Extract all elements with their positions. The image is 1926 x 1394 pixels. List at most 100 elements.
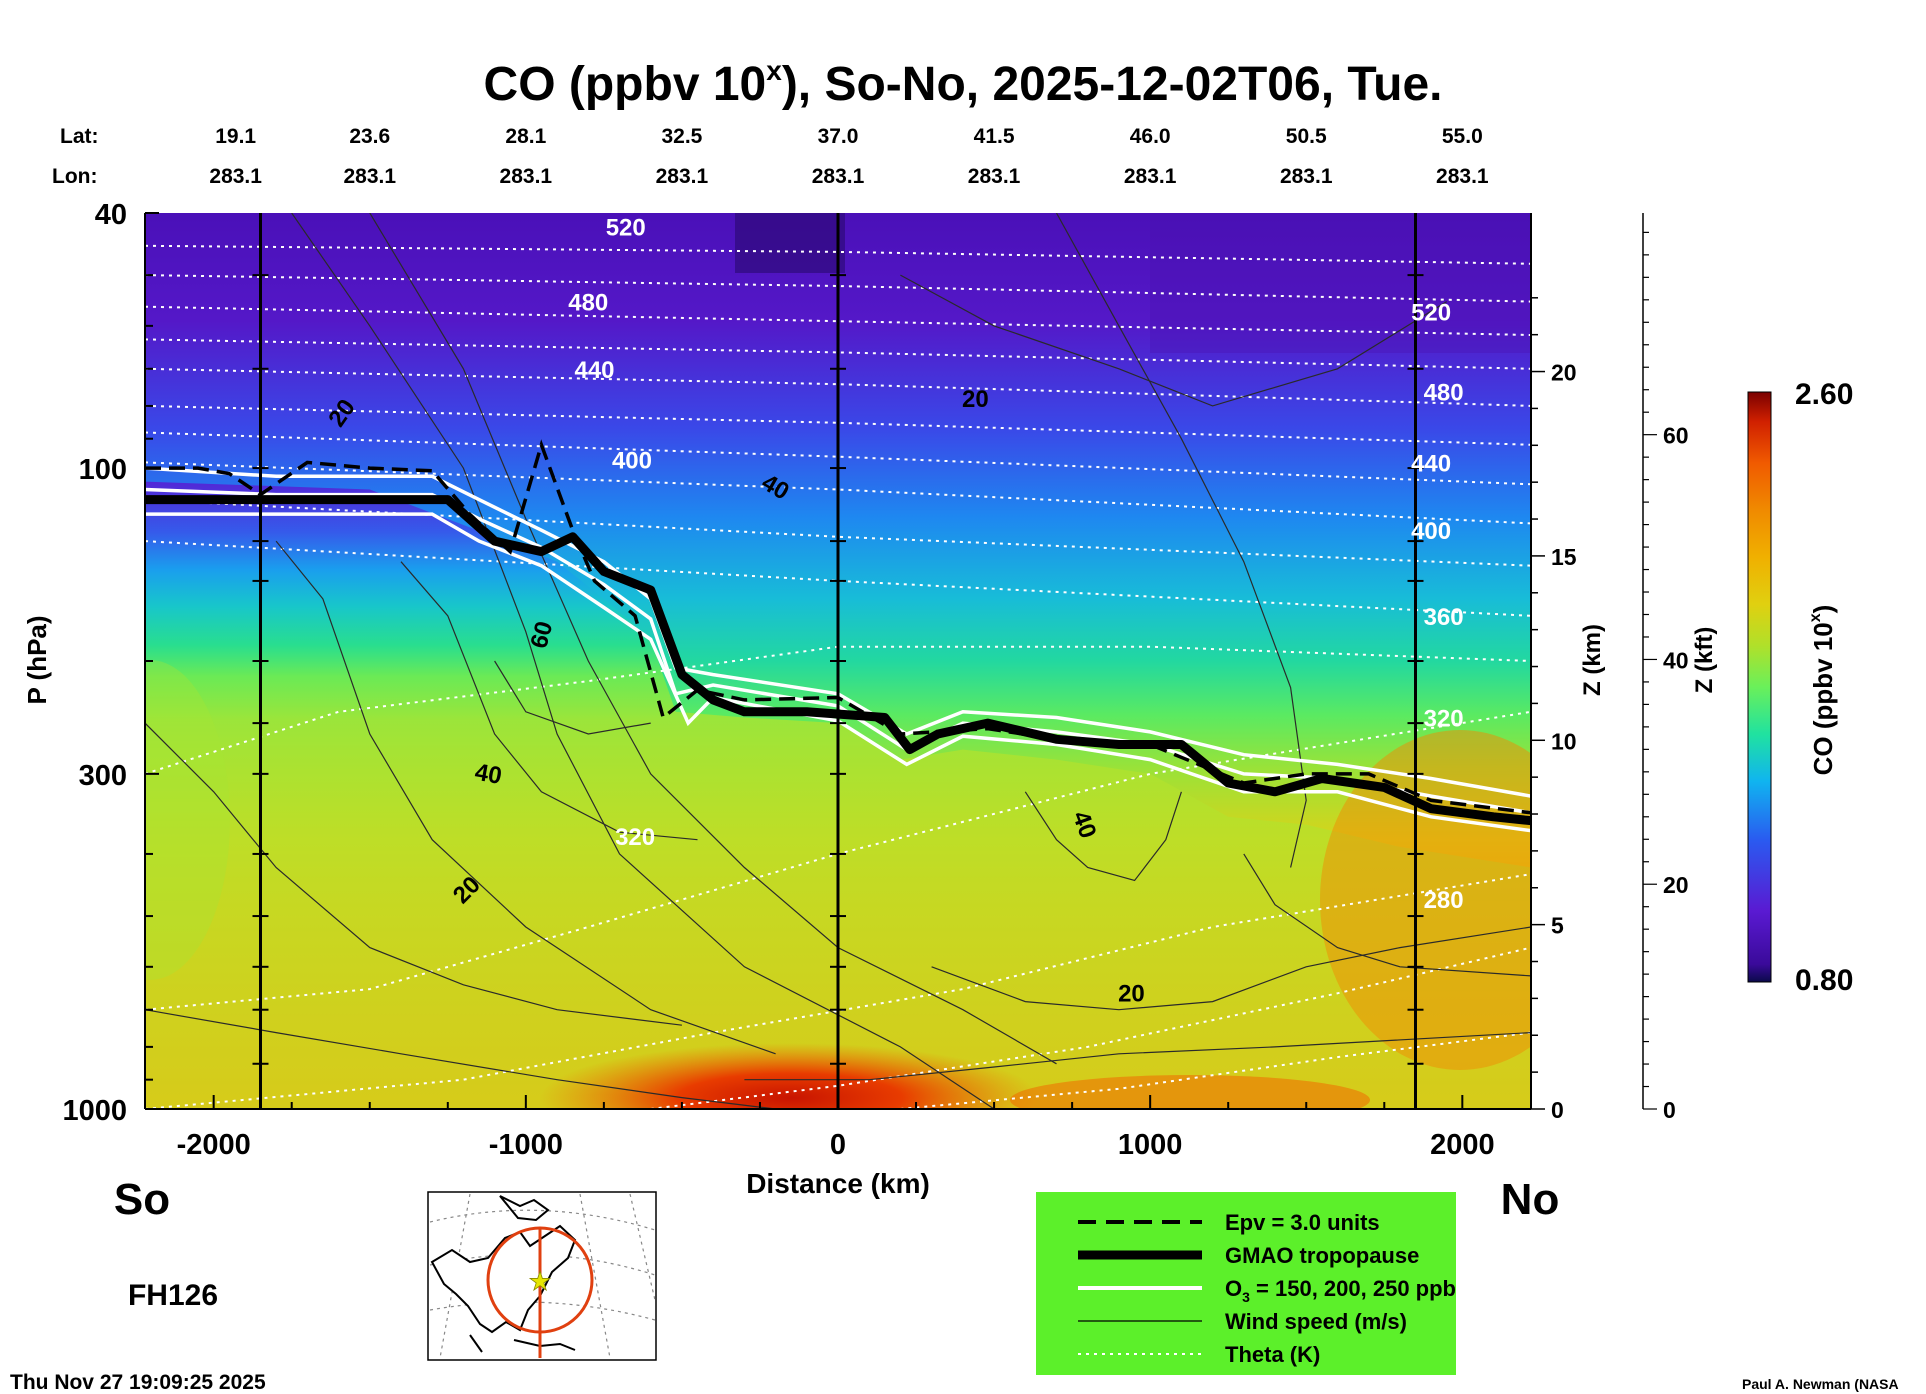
z-km-tick-label: 5 — [1551, 913, 1564, 939]
lat-value: 32.5 — [661, 125, 702, 148]
z-km-axis: 0 5 10 15 20 — [1530, 213, 1577, 1123]
map-star-icon: ★ — [528, 1266, 551, 1296]
legend-label: O3 = 150, 200, 250 ppb — [1225, 1276, 1456, 1305]
theta-label: 320 — [615, 824, 655, 851]
colorbar-min: 0.80 — [1795, 964, 1853, 997]
legend-label: GMAO tropopause — [1225, 1243, 1419, 1268]
lat-value: 46.0 — [1130, 125, 1171, 148]
z-kft-tick-label: 20 — [1663, 872, 1689, 898]
wind-contour-line — [900, 274, 1448, 407]
wind-contour-line — [1243, 853, 1531, 977]
wind-label: 20 — [962, 386, 989, 413]
lat-value: 50.5 — [1286, 125, 1327, 148]
z-kft-tick-label: 0 — [1663, 1097, 1676, 1123]
chart-title: CO (ppbv 10x), So-No, 2025-12-02T06, Tue… — [484, 55, 1443, 111]
z-kft-tick-label: 40 — [1663, 647, 1689, 673]
y-axis-label: P (hPa) — [22, 615, 52, 704]
wind-contour-line — [494, 660, 651, 735]
wind-contour-line — [931, 926, 1531, 1011]
theta-contour-line — [145, 645, 1531, 775]
theta-label: 280 — [1424, 887, 1464, 914]
distance-tick-label: -2000 — [177, 1129, 251, 1161]
wind-contour-line — [400, 561, 698, 841]
gmao-tropopause-line — [145, 495, 1531, 826]
lat-value: 41.5 — [974, 125, 1015, 148]
lon-value: 283.1 — [1436, 165, 1489, 188]
lat-value: 19.1 — [215, 125, 256, 148]
wind-contour-line — [275, 540, 776, 1055]
wind-label: 20 — [1118, 980, 1145, 1007]
wind-label: 40 — [473, 759, 504, 790]
theta-label: 400 — [1411, 518, 1451, 545]
legend: Epv = 3.0 units GMAO tropopause O3 = 150, … — [1036, 1192, 1456, 1375]
lon-row-label: Lon: — [52, 165, 97, 188]
timestamp: Thu Nov 27 19:09:25 2025 — [10, 1371, 266, 1394]
lon-value: 283.1 — [656, 165, 709, 188]
lon-value: 283.1 — [343, 165, 396, 188]
lat-value: 37.0 — [818, 125, 859, 148]
lat-values: 19.1 23.6 28.1 32.5 37.0 41.5 46.0 50.5 55.0 — [215, 125, 1483, 148]
z-km-tick-label: 20 — [1551, 360, 1577, 386]
theta-label: 440 — [574, 357, 614, 384]
lat-value: 23.6 — [349, 125, 390, 148]
legend-label: Wind speed (m/s) — [1225, 1309, 1407, 1334]
pressure-tick-label: 300 — [79, 760, 127, 792]
z-kft-label: Z (kft) — [1691, 627, 1718, 694]
lat-value: 55.0 — [1442, 125, 1483, 148]
wind-contour-line — [145, 1009, 776, 1109]
legend-label: Epv = 3.0 units — [1225, 1210, 1380, 1235]
x-axis-label: Distance (km) — [746, 1168, 930, 1199]
theta-contour-line — [650, 946, 1531, 1109]
locator-map: ★ — [427, 1191, 657, 1361]
wind-contour-line — [744, 1032, 1531, 1081]
lat-value: 28.1 — [505, 125, 546, 148]
distance-axis: -2000 -1000 0 1000 2000 — [145, 1095, 1531, 1161]
lon-values: 283.1 283.1 283.1 283.1 283.1 283.1 283.1 283.1… — [209, 165, 1489, 188]
lon-value: 283.1 — [968, 165, 1021, 188]
wind-contour-line — [1055, 213, 1307, 868]
theta-contour-line — [900, 1031, 1531, 1109]
co-field: 520 480 440 400 320 520 480 440 400 360 320 280 20 2… — [145, 213, 1531, 1109]
colorbar-max: 2.60 — [1795, 378, 1853, 411]
theta-label: 360 — [1424, 604, 1464, 631]
pressure-axis: 40 100 300 1000 — [62, 199, 159, 1127]
wind-contour-line — [369, 213, 1057, 1065]
legend-label: Theta (K) — [1225, 1342, 1320, 1367]
credit: Paul A. Newman (NASA — [1742, 1376, 1899, 1392]
theta-label: 320 — [1424, 705, 1464, 732]
distance-tick-label: 2000 — [1430, 1129, 1495, 1161]
lon-value: 283.1 — [812, 165, 865, 188]
theta-label: 400 — [612, 448, 652, 475]
z-km-tick-label: 15 — [1551, 544, 1577, 570]
distance-tick-label: 1000 — [1118, 1129, 1183, 1161]
lon-value: 283.1 — [209, 165, 262, 188]
south-label: So — [114, 1175, 170, 1224]
colorbar — [1747, 391, 1772, 983]
wind-contour-line — [291, 213, 995, 1109]
ozone-contour-line — [145, 466, 1531, 798]
theta-labels: 520 480 440 400 320 520 480 440 400 360 320 280 — [568, 215, 1463, 914]
pressure-tick-label: 100 — [79, 454, 127, 486]
theta-label: 520 — [606, 215, 646, 242]
station-markers — [252, 213, 1424, 1109]
lon-value: 283.1 — [1124, 165, 1177, 188]
lon-value: 283.1 — [1280, 165, 1333, 188]
theta-label: 520 — [1411, 300, 1451, 327]
forecast-hour: FH126 — [128, 1279, 218, 1312]
z-km-tick-label: 0 — [1551, 1097, 1564, 1123]
theta-contour-line — [145, 873, 1531, 1109]
theta-contours — [145, 244, 1531, 1109]
north-label: No — [1501, 1175, 1560, 1224]
wind-speed-contours — [145, 213, 1531, 1109]
wind-contour-line — [145, 722, 682, 1026]
wind-contour-line — [1024, 791, 1182, 882]
z-km-tick-label: 10 — [1551, 728, 1577, 754]
epv-dashed-line — [145, 439, 1531, 815]
z-kft-axis: 0 20 40 60 — [1642, 213, 1689, 1123]
pressure-tick-label: 40 — [95, 199, 127, 231]
pressure-tick-label: 1000 — [62, 1095, 127, 1127]
lat-row-label: Lat: — [60, 125, 99, 148]
z-kft-tick-label: 60 — [1663, 423, 1689, 449]
lon-value: 283.1 — [500, 165, 553, 188]
theta-label: 480 — [568, 290, 608, 317]
